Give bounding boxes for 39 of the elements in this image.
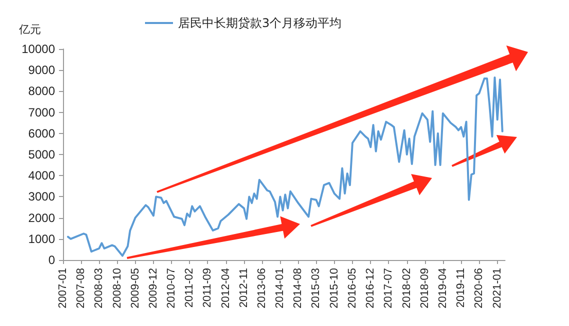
line-series [67,76,504,257]
x-tick-label: 2008-03 [93,268,106,308]
x-tick-label: 2011-09 [202,268,214,308]
y-tick-label: 8000 [28,84,56,98]
x-tick-label: 2009-12 [147,268,160,308]
legend-label: 居民中长期贷款3个月移动平均 [178,16,342,30]
x-tick-label: 2016-12 [364,268,377,308]
x-tick-label: 2020-06 [473,268,486,308]
x-tick-label: 2016-05 [346,268,358,308]
x-tick-label: 2010-07 [165,268,178,308]
x-tick-label: 2019-04 [436,268,449,308]
x-tick-label: 2018-09 [418,268,431,308]
y-tick-label: 0 [48,253,56,267]
x-tick-label: 2012-04 [220,268,232,308]
x-tick-label: 2011-02 [184,268,196,308]
y-tick-label: 3000 [28,190,56,204]
x-tick-label: 2014-08 [292,268,304,308]
x-tick-label: 2009-05 [129,268,142,308]
y-tick-label: 6000 [28,126,56,140]
x-tick-label: 2007-08 [75,268,88,308]
y-tick-label: 4000 [28,168,56,183]
x-tick-label: 2012-11 [238,268,250,308]
x-tick-label: 2007-01 [57,268,69,308]
x-tick-label: 2021-01 [491,268,504,308]
y-tick-label: 10000 [22,42,56,56]
y-tick-label: 5000 [28,148,56,162]
x-tick-label: 2015-03 [310,268,322,308]
y-tick-label: 7000 [28,105,56,120]
y-axis-title: 亿元 [18,23,41,36]
y-tick-label: 1000 [28,232,56,246]
x-tick-label: 2017-07 [382,268,395,308]
x-tick-label: 2018-02 [400,268,413,308]
y-tick-label: 2000 [28,210,56,225]
x-tick-label: 2019-11 [455,268,468,308]
x-tick-label: 2008-10 [111,268,124,308]
y-tick-label: 9000 [28,63,56,78]
x-tick-label: 2015-10 [328,268,340,308]
x-tick-label: 2014-01 [274,268,286,308]
x-tick-label: 2013-06 [256,268,268,308]
